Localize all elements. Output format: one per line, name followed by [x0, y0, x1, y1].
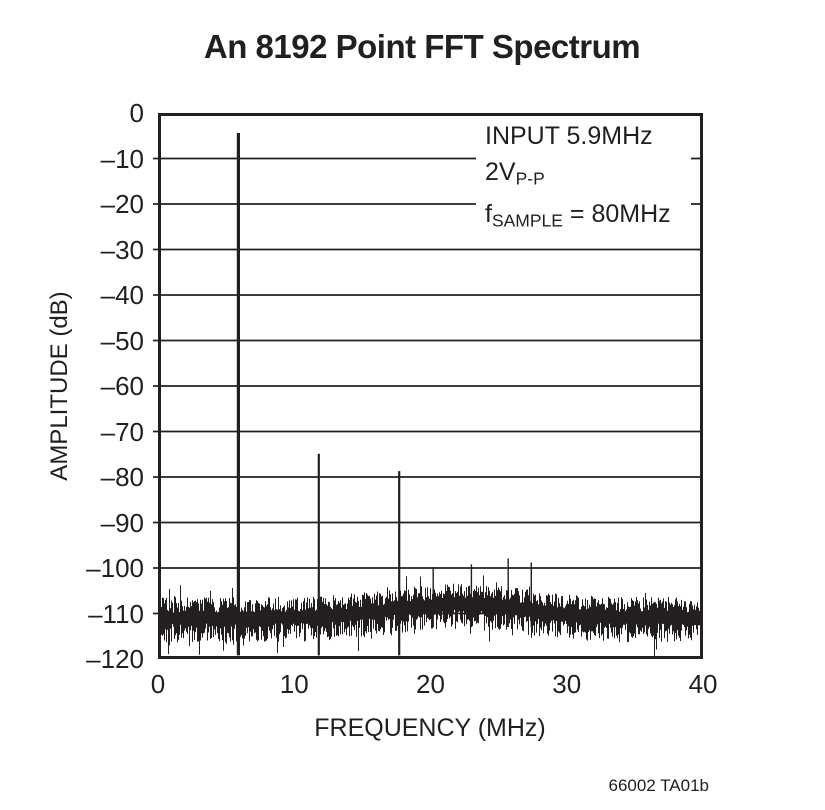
y-tick-label: –120 [86, 644, 144, 674]
annotation-line: INPUT 5.9MHz [485, 122, 653, 150]
y-tick-label: –20 [100, 189, 144, 219]
y-tick-label: –110 [88, 598, 144, 629]
annotation-line: 2VP-P [485, 158, 545, 189]
plot-border [158, 113, 703, 659]
y-tick-label: –60 [100, 371, 144, 401]
y-tick-label: 0 [129, 98, 144, 128]
x-tick-label: 10 [279, 669, 309, 699]
x-axis-title: FREQUENCY (MHz) [314, 714, 546, 742]
y-axis-title: AMPLITUDE (dB) [46, 291, 73, 481]
y-tick-label: –80 [100, 462, 144, 492]
annotation-box: INPUT 5.9MHz 2VP-P fSAMPLE = 80MHz [476, 117, 691, 231]
y-tick-label: –30 [100, 234, 144, 265]
y-tick-label: –40 [100, 280, 144, 310]
x-tick-label: 0 [150, 669, 166, 699]
annotation-line: fSAMPLE = 80MHz [485, 200, 671, 231]
y-tick-label: –50 [100, 325, 144, 356]
figure-caption: 66002 TA01b [608, 776, 709, 795]
fft-plot [153, 113, 703, 659]
y-tick-label: –10 [100, 143, 144, 174]
x-tick-label: 40 [688, 669, 718, 699]
noise-trace [158, 575, 703, 657]
y-tick-label: –90 [100, 507, 144, 538]
y-tick-label: –100 [86, 553, 144, 583]
chart-title: An 8192 Point FFT Spectrum [203, 28, 641, 65]
x-tick-label: 20 [416, 669, 445, 699]
y-tick-label: –70 [100, 416, 144, 447]
x-tick-label: 30 [552, 669, 582, 699]
